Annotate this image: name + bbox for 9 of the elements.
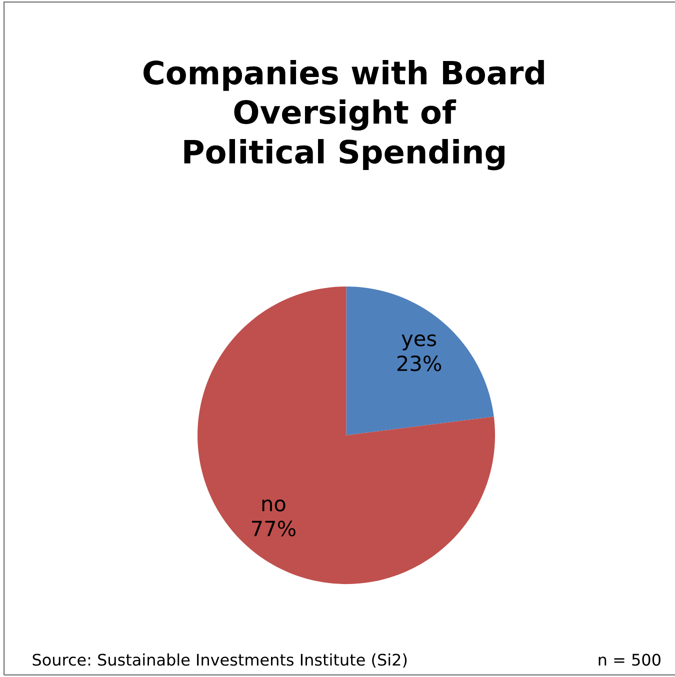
source-note: Source: Sustainable Investments Institute (Si2) bbox=[32, 653, 407, 668]
pie-slice bbox=[198, 286, 496, 584]
data-label: 77% bbox=[252, 520, 296, 536]
chart-title: Companies with Board Oversight of Political Spending bbox=[144, 60, 544, 170]
slice-label: yes bbox=[402, 334, 436, 350]
text: n = 500 bbox=[598, 654, 660, 666]
pie-slice bbox=[346, 286, 494, 436]
slice-label: no bbox=[262, 500, 286, 512]
data-label: 23% bbox=[397, 355, 442, 372]
